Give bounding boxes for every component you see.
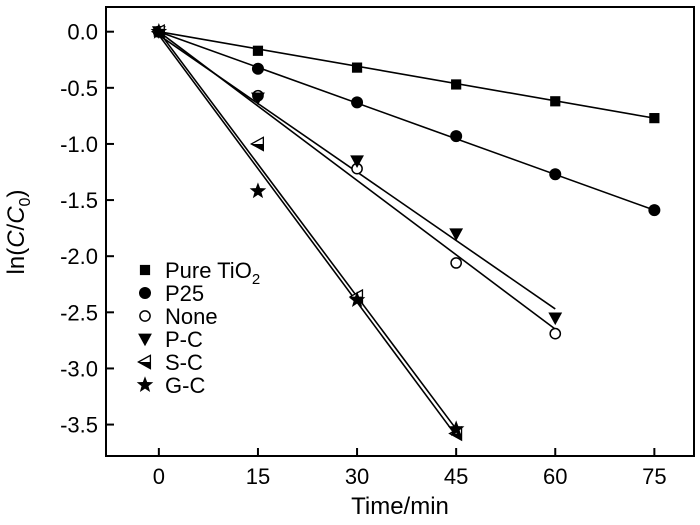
y-axis-title-part: C [3,206,30,224]
fit-line [158,30,655,211]
data-point [250,136,265,152]
legend-label: None [165,304,218,329]
y-tick-label: -1.5 [60,188,98,213]
x-axis-ticks: 0 15 30 45 60 75 [153,448,667,489]
data-point-fill [449,433,462,441]
data-point [550,96,561,107]
legend-marker [136,376,154,393]
legend-label: S-C [165,350,203,375]
y-axis-title-part: C [3,230,30,248]
fit-line [158,30,655,119]
y-axis-title-part: ) [3,190,30,198]
data-point [348,291,366,308]
x-tick-label: 30 [345,464,369,489]
x-tick-label: 0 [153,464,165,489]
legend-label-text: P25 [165,281,204,306]
legend-marker [137,354,152,370]
data-point-fill [251,143,264,151]
legend-label-text: S-C [165,350,203,375]
y-tick-label: -2.0 [60,244,98,269]
data-point [251,62,264,75]
data-point [451,79,462,90]
legend-marker [139,287,151,299]
legend-label-text: P-C [165,327,203,352]
data-point [447,420,465,437]
data-point [351,96,364,109]
legend-label-text: G-C [165,373,205,398]
y-tick-label: -3.5 [60,413,98,438]
data-point [549,327,562,340]
data-point [648,204,661,217]
legend-label: P-C [165,327,203,352]
data-point [252,45,264,56]
legend-marker [138,333,152,347]
legend-label-subscript: 2 [252,271,260,288]
data-markers [150,22,661,442]
x-tick-label: 75 [642,464,666,489]
data-point [548,312,563,326]
y-tick-label: -2.5 [60,300,98,325]
y-axis-title-part: ln( [3,248,30,275]
y-tick-label: -0.5 [60,76,98,101]
data-point [251,92,265,106]
data-point [150,22,168,39]
x-tick-label: 60 [543,464,567,489]
y-axis-ticks: 0.0 -0.5 -1.0 -1.5 -2.0 -2.5 -3.0 -3.5 [60,20,114,438]
data-point [450,130,463,143]
y-tick-label: -3.0 [60,356,98,381]
y-axis-title-subscript: 0 [17,197,34,206]
fit-line [158,31,457,430]
data-point [450,257,463,269]
data-point [549,168,562,181]
x-tick-label: 15 [246,464,270,489]
legend-label: Pure TiO2 [165,258,260,288]
legend-label-text: Pure TiO [165,258,252,283]
fit-line [158,34,457,437]
x-tick-label: 45 [444,464,468,489]
data-point [649,113,660,124]
y-axis-title-part: / [3,223,30,230]
data-point [249,182,267,199]
y-tick-label: -1.0 [60,132,98,157]
x-axis-title: Time/min [351,493,449,520]
legend-marker [139,264,151,276]
legend-label: P25 [165,281,204,306]
legend-marker [139,310,151,322]
legend-label-text: None [165,304,218,329]
y-axis-title: ln(C/C0) [3,190,34,275]
data-point [449,228,464,241]
data-point [350,155,364,168]
data-point [351,62,363,73]
y-tick-label: 0.0 [67,20,98,45]
plot-frame [105,6,695,457]
legend-marker-fill [138,362,151,369]
legend-label: G-C [165,373,205,398]
